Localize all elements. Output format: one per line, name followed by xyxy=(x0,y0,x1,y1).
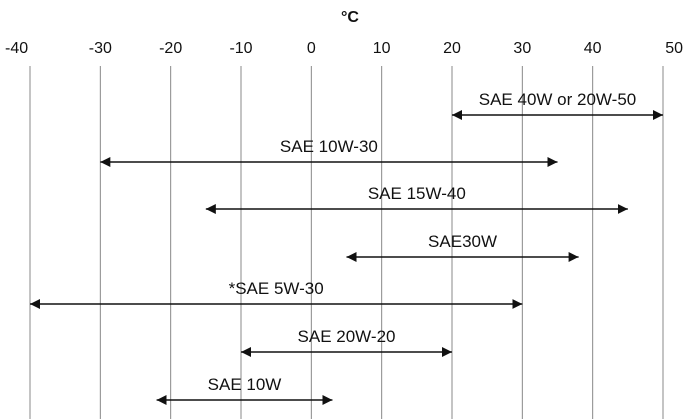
x-axis-ticks: -40 -30 -20 -10 0 10 20 30 40 50 xyxy=(5,40,683,57)
temperature-ranges: SAE 40W or 20W-50 SAE 10W-30 SAE 15W-40 SAE… xyxy=(30,90,663,405)
tick-label: -10 xyxy=(229,40,252,57)
range-bar: SAE 10W-30 xyxy=(100,137,558,167)
range-bar: *SAE 5W-30 xyxy=(30,279,523,309)
tick-label: -40 xyxy=(5,40,28,57)
tick-label: 10 xyxy=(373,40,391,57)
tick-label: -30 xyxy=(89,40,112,57)
range-label: SAE 20W-20 xyxy=(298,327,396,346)
range-bar: SAE 15W-40 xyxy=(205,184,628,214)
range-label: SAE 10W-30 xyxy=(280,137,378,156)
range-bar: SAE30W xyxy=(346,232,579,262)
tick-label: 30 xyxy=(513,40,531,57)
range-bar: SAE 10W xyxy=(156,375,333,405)
grid-lines xyxy=(29,66,664,419)
tick-label: 0 xyxy=(307,40,316,57)
range-bar: SAE 20W-20 xyxy=(241,327,452,357)
range-label: SAE30W xyxy=(428,232,497,251)
range-label: *SAE 5W-30 xyxy=(229,279,324,298)
range-label: SAE 15W-40 xyxy=(368,184,466,203)
range-label: SAE 10W xyxy=(208,375,282,394)
range-label: SAE 40W or 20W-50 xyxy=(479,90,636,109)
tick-label: 40 xyxy=(584,40,602,57)
unit-label: °C xyxy=(341,9,359,26)
tick-label: 20 xyxy=(443,40,461,57)
tick-label: 50 xyxy=(665,40,683,57)
tick-label: -20 xyxy=(159,40,182,57)
range-bar: SAE 40W or 20W-50 xyxy=(452,90,663,120)
